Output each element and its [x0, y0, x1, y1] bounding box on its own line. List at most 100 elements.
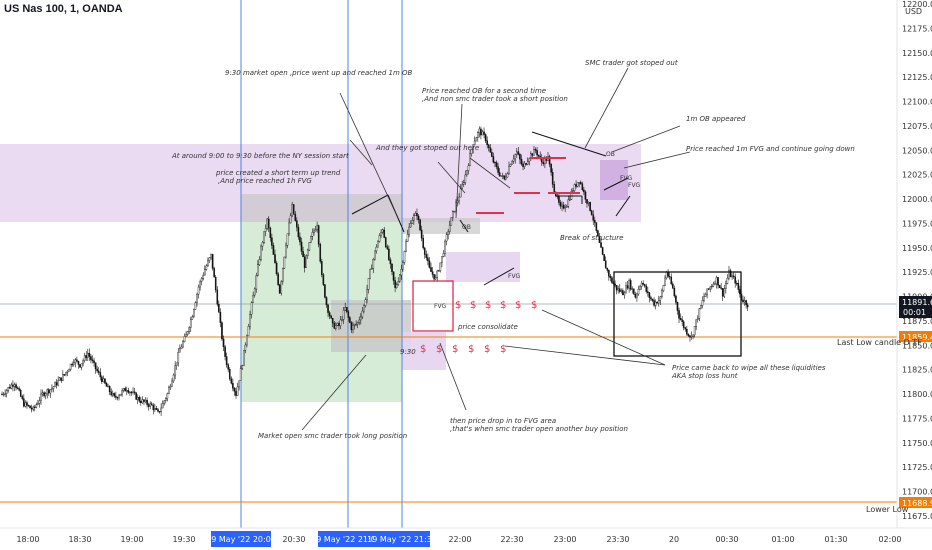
candle-body [550, 163, 552, 173]
candle-body [447, 231, 449, 235]
candle-body [239, 368, 242, 381]
candle-body [394, 280, 396, 288]
annotation-break-structure: Break of structure [560, 234, 623, 242]
candle-body [436, 270, 439, 278]
fvg-label-4: FVG [434, 303, 447, 310]
candle-body [611, 277, 613, 283]
candle-body [509, 164, 512, 167]
candle-body [544, 158, 546, 165]
candle-body [728, 270, 730, 279]
candle-body [333, 322, 336, 329]
candle-body [242, 350, 245, 366]
candle-body [224, 346, 226, 357]
candle-body [444, 240, 446, 254]
candle-body [119, 393, 122, 396]
liquidity-dollar-mark: $ [484, 344, 490, 355]
candle-body [193, 309, 195, 317]
candle-body [18, 388, 20, 391]
candle-body [2, 393, 5, 396]
candle-body [288, 222, 290, 235]
candle-body [342, 309, 345, 320]
candle-body [263, 231, 265, 243]
candle-body [319, 244, 322, 262]
candle-body [182, 341, 184, 348]
y-tick-label: 11875.0 [902, 317, 932, 326]
x-tick-label: 19:00 [120, 535, 143, 544]
candle-body [551, 172, 554, 185]
candle-body [735, 282, 738, 285]
y-tick-label: 12125.0 [902, 73, 932, 82]
candle-body [349, 317, 351, 323]
candle-body [601, 247, 604, 255]
liquidity-dollar-mark: $ [455, 300, 461, 311]
candle-body [160, 407, 162, 413]
candle-body [216, 289, 219, 305]
candle-body [501, 175, 504, 177]
candle-body [93, 360, 95, 363]
candle-body [141, 399, 144, 403]
candle-body [225, 356, 228, 366]
candle-body [615, 285, 618, 291]
candle-body [420, 229, 423, 239]
candle-body [442, 253, 445, 257]
candle-body [62, 374, 64, 381]
annotation-stoped-out-here: And they got stoped out here [375, 144, 479, 152]
candle-body [578, 182, 580, 184]
candle-body [338, 323, 340, 326]
candle-body [19, 390, 22, 397]
time-axis: 18:00 18:30 19:00 19:30 20:30 22:00 22:30 23:00… [0, 527, 932, 547]
candle-body [679, 318, 682, 320]
candle-body [389, 259, 392, 265]
candle-body [102, 378, 105, 382]
candle-body [219, 312, 222, 323]
last-low-candle-label: Last Low candle D TF [837, 338, 922, 347]
candle-body [433, 274, 435, 280]
candle-body [732, 275, 735, 278]
last-low-candle-value: 11859.4 [902, 333, 932, 342]
candle-body [186, 331, 189, 335]
candle-body [325, 297, 328, 306]
candle-body [65, 372, 67, 375]
candle-body [15, 384, 17, 388]
candle-body [505, 176, 507, 180]
candle-body [676, 302, 679, 311]
candle-body [244, 344, 247, 351]
candle-body [623, 292, 626, 296]
candle-body [38, 400, 41, 404]
candle-body [494, 161, 496, 164]
candle-body [108, 386, 111, 393]
candle-body [620, 290, 623, 292]
candle-body [60, 377, 63, 381]
session-lines [240, 0, 403, 528]
candle-body [366, 289, 368, 300]
candle-body [202, 274, 205, 279]
candle-body [23, 398, 25, 407]
red-level-lines [476, 157, 580, 214]
x-tick-label: 22:00 [448, 535, 471, 544]
candle-body [80, 363, 83, 368]
candle-body [208, 257, 211, 261]
candle-body [278, 284, 281, 294]
candle-body [428, 260, 431, 268]
x-tick-label: 00:30 [715, 535, 738, 544]
candle-body [177, 351, 180, 364]
candle-body [734, 276, 736, 284]
candle-body [742, 299, 744, 303]
y-tick-label: 11750.0 [902, 439, 932, 448]
candle-body [166, 393, 169, 399]
consolidation-red-box [412, 280, 454, 332]
candle-body [634, 294, 637, 298]
candle-body [416, 212, 418, 217]
y-tick-label: 12075.0 [902, 122, 932, 131]
candle-body [305, 255, 308, 268]
candle-body [164, 398, 167, 402]
candle-body [40, 393, 42, 401]
candle-body [90, 356, 92, 361]
candle-body [358, 319, 361, 323]
candle-body [130, 391, 133, 394]
fvg-label-3: FVG [628, 182, 641, 189]
candle-body [411, 220, 414, 224]
candle-body [4, 393, 6, 395]
x-tick-label: 02:00 [878, 535, 901, 544]
